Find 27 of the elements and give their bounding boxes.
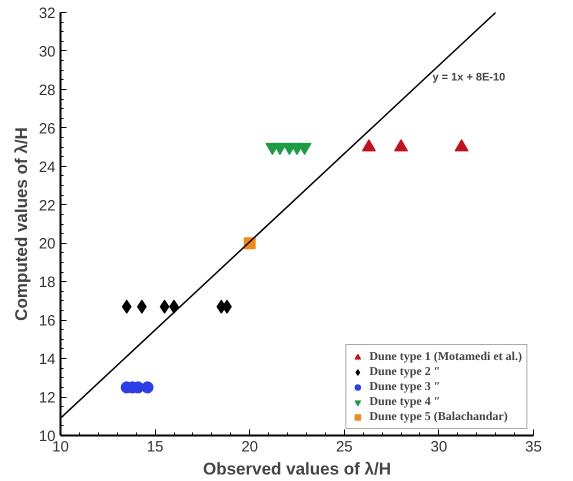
y-tick-label: 26	[38, 120, 56, 138]
point	[298, 142, 312, 156]
legend-label: Dune type 5 (Balachandar)	[369, 409, 508, 424]
legend-label: Dune type 4 ″	[369, 394, 440, 409]
legend-label: Dune type 2 ″	[369, 364, 440, 379]
annotation: y = 1x + 8E-10	[432, 72, 506, 84]
y-tick-label: 18	[38, 274, 56, 292]
y-tick-label: 24	[38, 158, 56, 176]
x-tick-label: 15	[146, 438, 164, 456]
x-tick-label: 20	[241, 438, 258, 456]
y-tick-label: 30	[38, 43, 56, 60]
x-tick-label: 25	[336, 438, 353, 456]
point	[122, 300, 132, 314]
legend-label: Dune type 1 (Motamedi et al.)	[369, 349, 522, 364]
y-axis-title: Computed values of λ/H	[12, 127, 31, 321]
point	[142, 381, 154, 394]
y-tick-label: 14	[38, 351, 56, 368]
legend-label: Dune type 3 ″	[369, 379, 440, 394]
x-axis-title: Observed values of λ/H	[202, 460, 392, 478]
y-tick-label: 22	[38, 197, 56, 214]
y-tick-label: 16	[38, 312, 56, 330]
x-tick-label: 35	[525, 438, 542, 456]
x-tick-label: 30	[430, 438, 448, 456]
y-tick-label: 28	[38, 82, 56, 99]
y-tick-label: 32	[38, 5, 56, 22]
y-tick-label: 12	[38, 390, 56, 407]
y-tick-label: 20	[38, 236, 56, 253]
